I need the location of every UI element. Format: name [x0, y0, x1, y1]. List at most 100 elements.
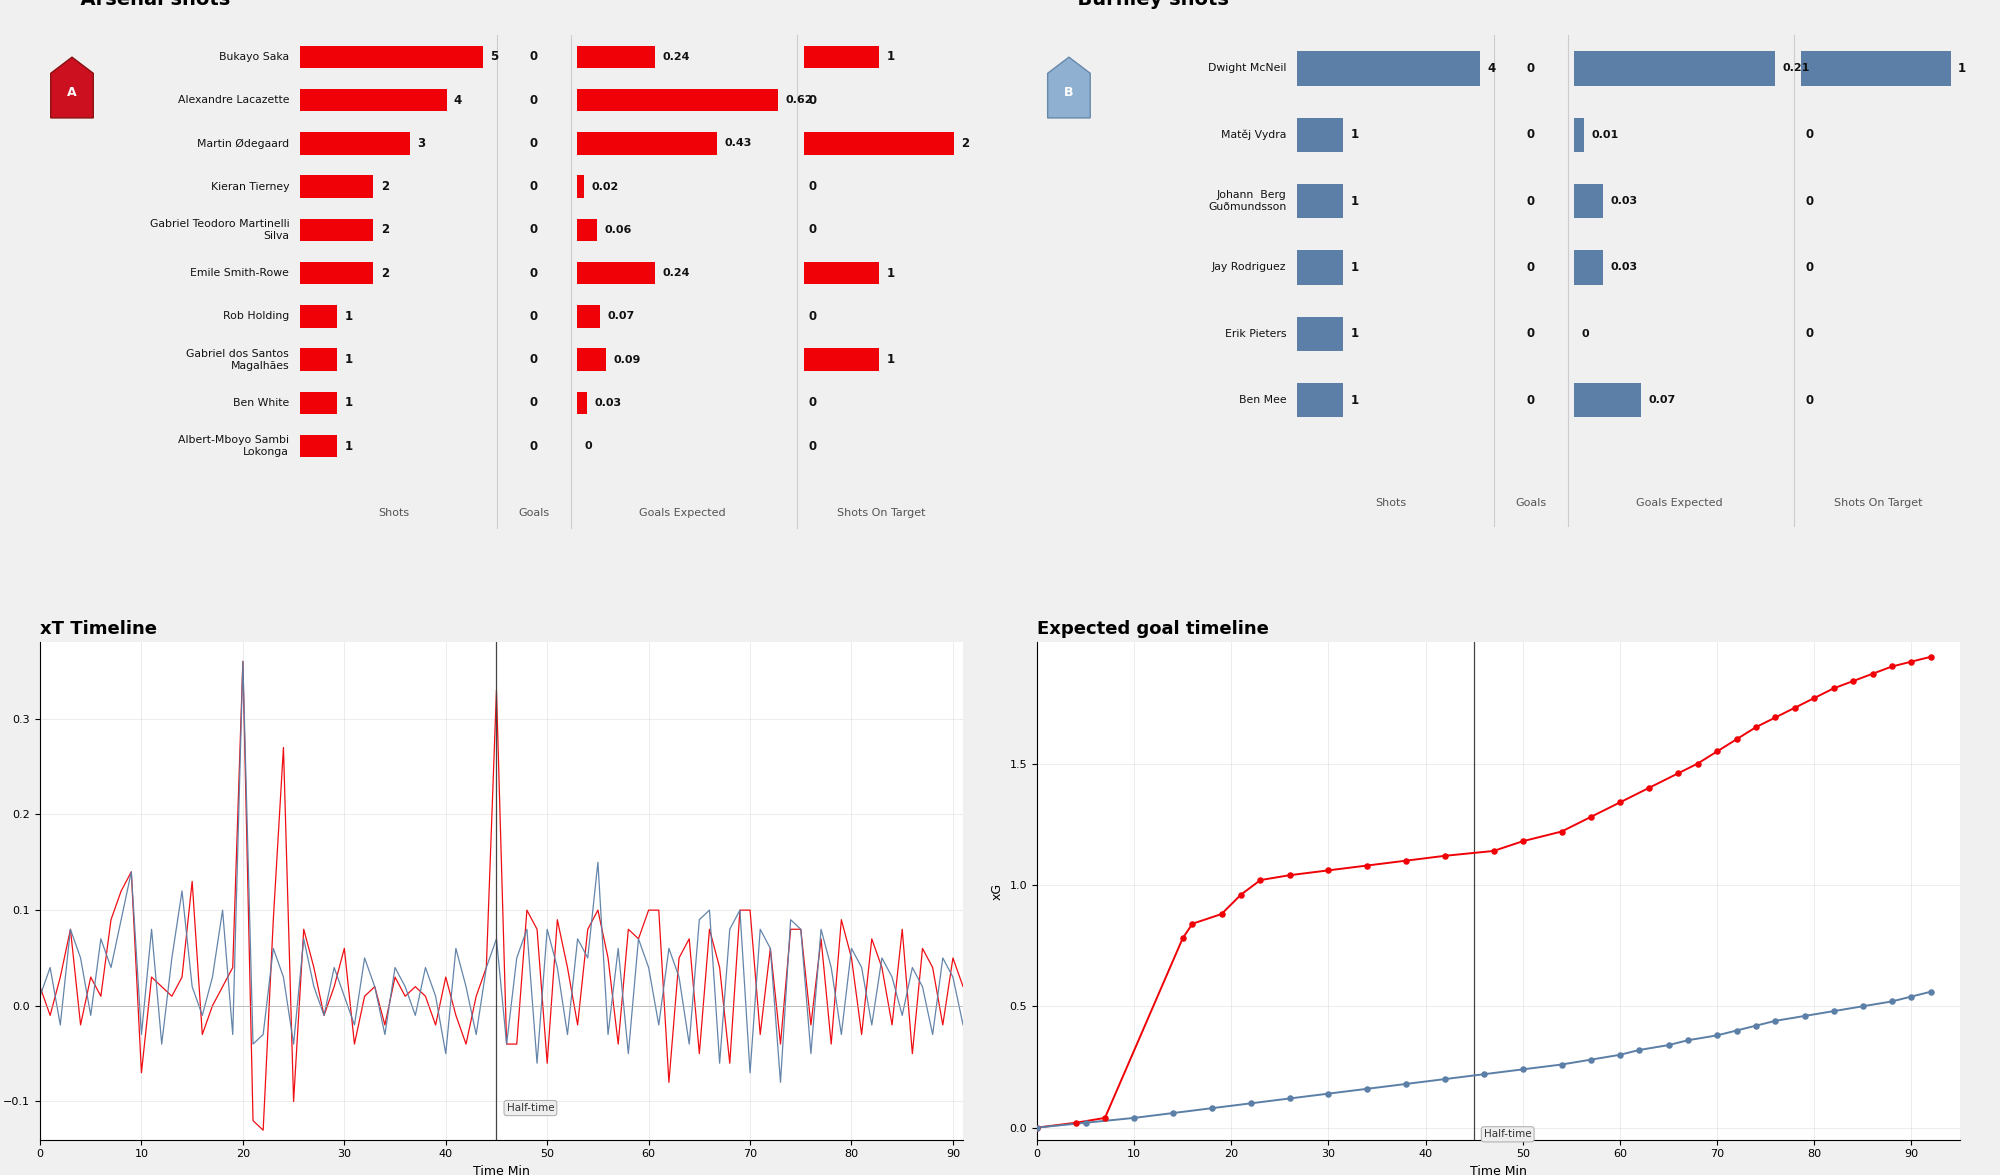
Text: 1: 1 — [344, 396, 352, 409]
Point — [1760, 1012, 1792, 1030]
Text: 2: 2 — [380, 223, 388, 236]
Point — [1624, 1041, 1656, 1060]
Text: 0: 0 — [808, 310, 818, 323]
Point — [1312, 1085, 1344, 1103]
Bar — [578, 132, 716, 155]
Text: Shots: Shots — [1376, 498, 1406, 508]
Text: Matěj Vydra: Matěj Vydra — [1220, 129, 1286, 140]
Polygon shape — [1048, 58, 1090, 118]
Text: 0: 0 — [530, 310, 538, 323]
Text: Goals: Goals — [518, 509, 550, 518]
Text: Shots: Shots — [378, 509, 410, 518]
Text: 0: 0 — [530, 354, 538, 367]
Point — [1818, 679, 1850, 698]
Point — [1876, 657, 1908, 676]
Bar — [1298, 183, 1342, 219]
Point — [1846, 996, 1878, 1015]
Point — [1778, 698, 1810, 717]
Text: Jay Rodriguez: Jay Rodriguez — [1212, 262, 1286, 273]
Point — [1274, 866, 1306, 885]
Bar — [1298, 52, 1480, 86]
Point — [1244, 871, 1276, 889]
Point — [1914, 982, 1946, 1001]
Text: 0.06: 0.06 — [604, 224, 632, 235]
Text: Ben White: Ben White — [232, 398, 290, 408]
Text: Ben Mee: Ben Mee — [1238, 395, 1286, 405]
Point — [1740, 1016, 1772, 1035]
Text: 0: 0 — [1526, 261, 1534, 274]
Text: Emile Smith-Rowe: Emile Smith-Rowe — [190, 268, 290, 278]
Bar — [1298, 118, 1342, 152]
Point — [1702, 1026, 1734, 1045]
Polygon shape — [50, 58, 94, 118]
Bar — [1574, 183, 1602, 219]
Text: 0.03: 0.03 — [1610, 196, 1638, 206]
Text: 0.24: 0.24 — [662, 52, 690, 62]
Point — [1914, 647, 1946, 666]
Bar — [804, 46, 880, 68]
Text: 0: 0 — [530, 223, 538, 236]
Text: 1: 1 — [1350, 195, 1358, 208]
Text: 1: 1 — [344, 354, 352, 367]
Text: Half-time: Half-time — [506, 1103, 554, 1113]
Text: Gabriel Teodoro Martinelli
Silva: Gabriel Teodoro Martinelli Silva — [150, 219, 290, 241]
Text: 0: 0 — [530, 396, 538, 409]
Point — [1652, 1035, 1684, 1054]
Bar — [804, 262, 880, 284]
Text: 4: 4 — [1488, 62, 1496, 75]
X-axis label: Time Min: Time Min — [1470, 1166, 1526, 1175]
Text: 0.62: 0.62 — [786, 95, 814, 105]
Point — [1430, 1069, 1462, 1088]
Text: 0.07: 0.07 — [608, 311, 634, 322]
Text: 0: 0 — [808, 396, 818, 409]
Point — [1312, 861, 1344, 880]
Text: 0: 0 — [1806, 128, 1814, 141]
Text: B: B — [1064, 86, 1074, 99]
Point — [1760, 709, 1792, 727]
Point — [1478, 841, 1510, 860]
Point — [1156, 1103, 1188, 1122]
Text: 4: 4 — [454, 94, 462, 107]
Point — [1430, 846, 1462, 865]
Text: 2: 2 — [962, 137, 970, 150]
Bar — [1574, 383, 1642, 417]
Text: Goals Expected: Goals Expected — [640, 509, 726, 518]
Text: Gabriel dos Santos
Magalhães: Gabriel dos Santos Magalhães — [186, 349, 290, 370]
Bar — [300, 435, 336, 457]
Text: 1: 1 — [344, 310, 352, 323]
Text: 0: 0 — [808, 223, 818, 236]
Text: Shots On Target: Shots On Target — [1834, 498, 1922, 508]
Bar — [578, 391, 586, 415]
Text: 1: 1 — [1350, 128, 1358, 141]
Text: Johann  Berg
Guðmundsson: Johann Berg Guðmundsson — [1208, 190, 1286, 211]
Bar — [1574, 52, 1776, 86]
Text: 0: 0 — [1806, 328, 1814, 341]
Point — [1720, 730, 1752, 748]
Point — [1468, 1065, 1500, 1083]
Point — [1682, 754, 1714, 773]
Point — [1818, 1002, 1850, 1021]
Text: 0: 0 — [530, 94, 538, 107]
Text: 0: 0 — [1526, 394, 1534, 407]
Text: 1: 1 — [1958, 62, 1966, 75]
Bar — [1574, 118, 1584, 152]
Text: xT Timeline: xT Timeline — [40, 620, 156, 638]
Point — [1196, 1099, 1228, 1117]
Bar — [300, 262, 374, 284]
Point — [1896, 987, 1928, 1006]
Text: 2: 2 — [380, 267, 388, 280]
X-axis label: Time Min: Time Min — [474, 1166, 530, 1175]
Bar — [804, 349, 880, 371]
Point — [1546, 1055, 1578, 1074]
Bar — [578, 349, 606, 371]
Text: 0.09: 0.09 — [614, 355, 642, 364]
Bar — [578, 175, 584, 197]
Text: 0.02: 0.02 — [592, 182, 618, 192]
Point — [1352, 1080, 1384, 1099]
Point — [1798, 689, 1830, 707]
Text: Bukayo Saka: Bukayo Saka — [220, 52, 290, 62]
Bar — [578, 219, 596, 241]
Point — [1166, 929, 1198, 948]
Bar — [578, 89, 778, 112]
Point — [1574, 1050, 1606, 1069]
